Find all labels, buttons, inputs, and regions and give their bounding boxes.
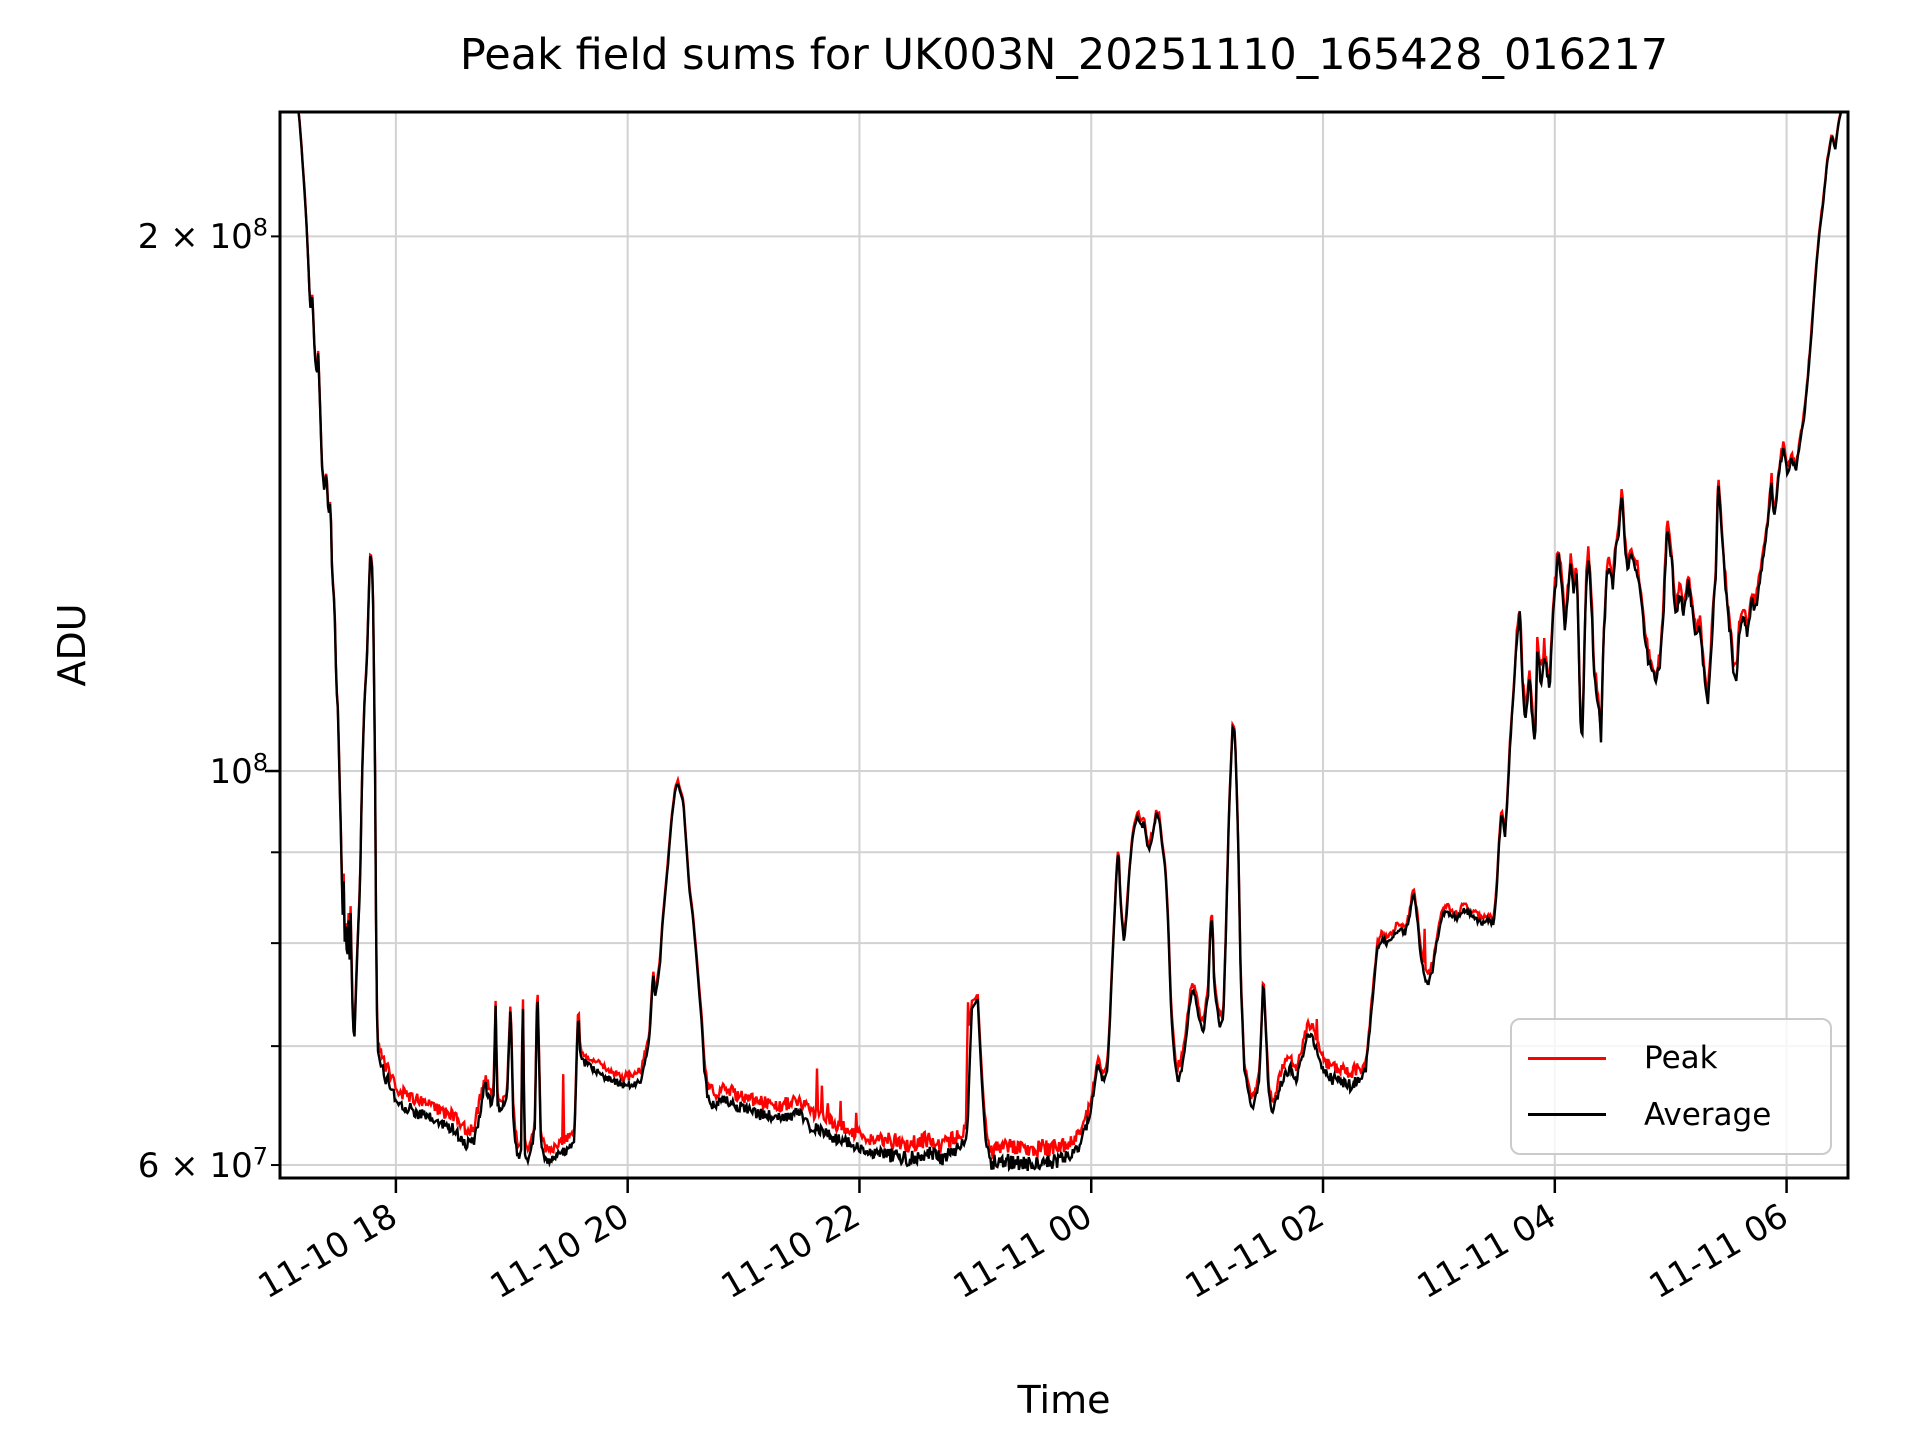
legend-item-average: Average bbox=[1512, 1097, 1830, 1133]
average-line-sample-icon bbox=[1528, 1113, 1606, 1117]
legend: Peak Average bbox=[1510, 1018, 1832, 1155]
average-series-line bbox=[280, 110, 1848, 1173]
y-tick-label: 6 × 107 bbox=[137, 1142, 268, 1186]
x-axis-label: Time bbox=[1017, 1378, 1111, 1422]
chart-title: Peak field sums for UK003N_20251110_1654… bbox=[459, 30, 1669, 80]
axes-spines bbox=[278, 110, 1850, 1180]
peak-line-sample-icon bbox=[1528, 1056, 1606, 1060]
legend-label-peak: Peak bbox=[1644, 1040, 1718, 1077]
peak-series-line bbox=[280, 110, 1848, 1161]
y-tick-label: 108 bbox=[209, 748, 268, 792]
legend-item-peak: Peak bbox=[1512, 1040, 1830, 1076]
legend-label-average: Average bbox=[1644, 1096, 1772, 1133]
y-tick-label: 2 × 108 bbox=[137, 213, 268, 258]
